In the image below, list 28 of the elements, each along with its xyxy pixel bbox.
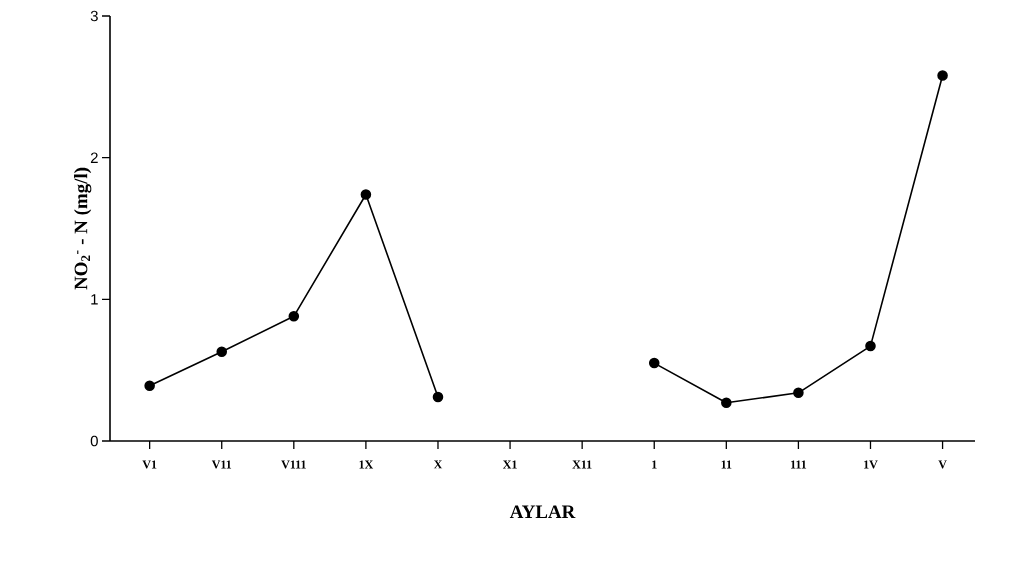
point [865,340,876,352]
x-tick-label: 1V [864,460,878,469]
point [432,391,444,403]
x-tick-label: V1 [142,460,157,469]
x-tick-label: V11 [211,460,232,469]
point [288,311,300,322]
y-tick-label: 2 [90,152,98,163]
point [937,70,948,81]
y-tick-label: 3 [90,10,98,22]
x-tick-label: X1 [502,460,517,469]
y-axis-title: NO$_{2}$$^{-}$ - N (mg/l) [74,167,92,290]
x-tick-label: 1X [359,460,374,469]
x-tick-label: 1 [652,460,657,469]
x-tick-label: X11 [572,460,592,469]
x-tick-label: 11 [721,460,732,469]
point [360,189,372,200]
point [793,387,804,399]
y-tick-label: 1 [91,294,98,305]
point [648,357,660,369]
x-tick-label: 111 [791,460,807,469]
point [216,346,228,358]
x-tick-label: V [938,460,947,469]
x-tick-label: V111 [281,460,306,469]
point [721,397,732,409]
x-tick-label: X [433,460,443,469]
point [144,380,155,392]
y-tick-label: 0 [90,435,98,447]
x-axis-title: AYLAR [509,505,576,518]
